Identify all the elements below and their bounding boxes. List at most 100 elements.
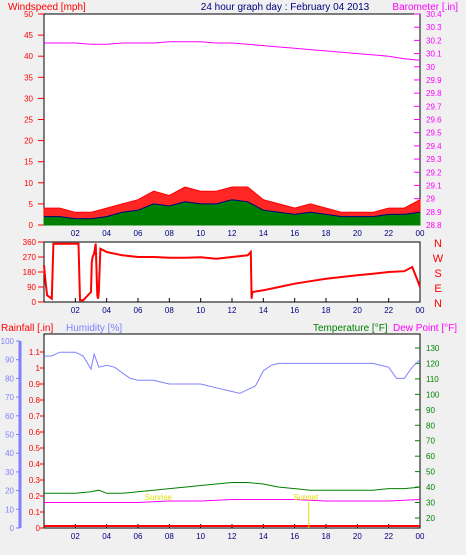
rainfall-tick: 0 — [36, 524, 41, 533]
dewpoint-axis-label: Dew Point [°F] — [393, 323, 457, 334]
windspeed-tick: 20 — [24, 137, 33, 146]
compass-label: W — [433, 253, 444, 265]
rainfall-tick: 0.2 — [29, 492, 41, 501]
temperature-tick: 110 — [426, 375, 439, 384]
time-tick: 18 — [322, 306, 331, 315]
time-tick: 22 — [384, 229, 393, 238]
temperature-tick: 130 — [426, 344, 440, 353]
barometer-tick: 29.7 — [426, 102, 442, 111]
time-tick: 16 — [290, 306, 299, 315]
compass-label: N — [434, 298, 442, 310]
rainfall-tick: 0.3 — [29, 476, 41, 485]
humidity-tick: 60 — [5, 412, 14, 421]
windspeed-average-line — [44, 199, 421, 220]
humidity-axis-label: Humidity [%] — [66, 323, 122, 334]
windspeed-tick: 50 — [24, 10, 33, 19]
humidity-line — [44, 351, 421, 394]
time-tick: 06 — [134, 229, 143, 238]
time-tick: 04 — [102, 229, 111, 238]
time-tick: 16 — [290, 532, 299, 541]
time-tick: 20 — [353, 306, 362, 315]
rainfall-tick-labels: 0 0.1 0.2 0.3 0.4 0.5 0.6 0.7 0.8 0.9 1 1.1 — [29, 348, 44, 533]
windspeed-tick: 5 — [29, 200, 34, 209]
time-tick: 18 — [322, 229, 331, 238]
direction-tick-labels: 0 90 180 270 360 — [23, 238, 44, 307]
barometer-tick: 29.1 — [426, 181, 442, 190]
windspeed-tick: 40 — [24, 52, 33, 61]
rainfall-tick: 0.8 — [29, 396, 41, 405]
time-tick: 02 — [71, 229, 80, 238]
rainfall-tick: 0.4 — [29, 460, 41, 469]
time-tick: 12 — [228, 532, 237, 541]
time-tick: 16 — [290, 229, 299, 238]
barometer-tick: 29.4 — [426, 142, 442, 151]
humidity-tick: 90 — [5, 356, 14, 365]
sun-annotation: Sunrise — [145, 493, 173, 502]
rainfall-tick: 0.7 — [29, 412, 41, 421]
time-tick: 12 — [228, 229, 237, 238]
time-tick: 22 — [384, 306, 393, 315]
temperature-tick-labels: 20 30 40 50 60 70 80 90 100 110 120 130 — [415, 344, 440, 523]
barometer-tick: 29.8 — [426, 89, 442, 98]
time-tick: 04 — [102, 306, 111, 315]
compass-label: S — [434, 268, 441, 280]
time-tick: 20 — [353, 229, 362, 238]
rainfall-tick: 0.9 — [29, 380, 41, 389]
temperature-tick: 100 — [426, 390, 440, 399]
dewpoint-line — [44, 499, 421, 503]
barometer-tick: 30.2 — [426, 36, 442, 45]
barometer-tick: 28.9 — [426, 208, 442, 217]
temperature-tick: 60 — [426, 452, 435, 461]
time-tick: 10 — [196, 229, 205, 238]
windspeed-tick: 25 — [24, 116, 33, 125]
direction-tick: 0 — [32, 298, 37, 307]
sun-annotation: Sunset — [293, 493, 319, 502]
barometer-tick: 30.4 — [426, 10, 442, 19]
annotation-layer: Sunrise Sunset — [145, 493, 319, 528]
time-tick: 12 — [228, 306, 237, 315]
chart-title: 24 hour graph day : February 04 2013 — [201, 2, 370, 13]
humidity-tick: 20 — [5, 487, 14, 496]
time-tick: 14 — [259, 229, 268, 238]
direction-tick: 270 — [23, 253, 37, 262]
humidity-tick: 50 — [5, 431, 14, 440]
humidity-tick: 30 — [5, 468, 14, 477]
time-tick: 14 — [259, 532, 268, 541]
temperature-tick: 30 — [426, 499, 435, 508]
windspeed-tick: 10 — [24, 179, 33, 188]
humidity-tick: 100 — [1, 337, 15, 346]
windspeed-tick: 45 — [24, 31, 33, 40]
plot-area-temperature-humidity — [43, 333, 421, 529]
wind-direction-line — [43, 242, 421, 302]
temperature-tick: 70 — [426, 437, 435, 446]
barometer-tick: 29.3 — [426, 155, 442, 164]
time-tick: 04 — [102, 532, 111, 541]
time-tick: 10 — [196, 306, 205, 315]
windspeed-tick: 15 — [24, 158, 33, 167]
barometer-line — [44, 41, 421, 61]
windspeed-axis-label: Windspeed [mph] — [8, 2, 86, 13]
temperature-tick: 20 — [426, 514, 435, 523]
humidity-tick: 70 — [5, 393, 14, 402]
windspeed-tick: 35 — [24, 73, 33, 82]
temperature-axis-label: Temperature [°F] — [313, 323, 388, 334]
barometer-tick: 29.5 — [426, 129, 442, 138]
barometer-tick-labels: 28.8 28.9 29 29.1 29.2 29.3 29.4 29.5 29.6 29.7 29… — [414, 10, 442, 230]
direction-tick: 90 — [27, 283, 36, 292]
time-tick: 08 — [165, 306, 174, 315]
time-tick: 00 — [416, 306, 425, 315]
barometer-tick: 29.6 — [426, 116, 442, 125]
humidity-tick: 10 — [5, 505, 14, 514]
humidity-tick: 80 — [5, 374, 14, 383]
windspeed-tick: 30 — [24, 94, 33, 103]
compass-label: N — [434, 238, 442, 250]
time-tick: 22 — [384, 532, 393, 541]
temperature-line — [44, 482, 421, 494]
direction-tick: 180 — [23, 268, 37, 277]
rainfall-axis-label: Rainfall [.in] — [1, 323, 53, 334]
temperature-tick: 50 — [426, 468, 435, 477]
rainfall-tick: 0.5 — [29, 444, 41, 453]
